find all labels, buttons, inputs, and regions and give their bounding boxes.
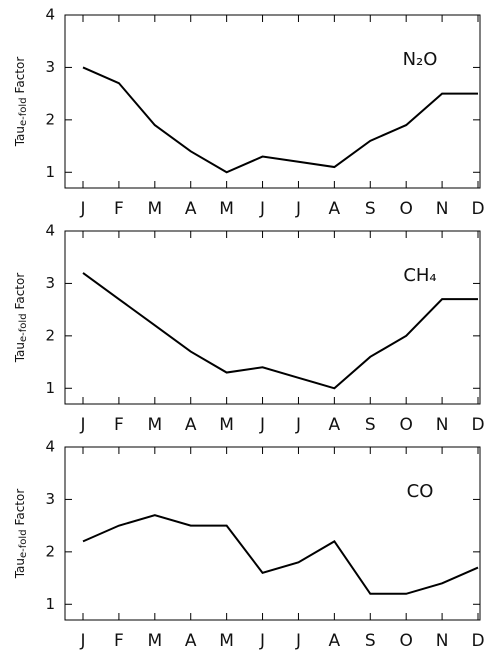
x-tick-label: J: [295, 199, 301, 219]
y-axis-label: Taue-fold Factor: [13, 489, 30, 580]
x-tick-label: S: [365, 631, 376, 651]
x-tick-label: J: [259, 415, 265, 435]
x-tick-label: J: [295, 415, 301, 435]
y-axis-label-part: e-fold: [18, 529, 29, 558]
x-tick-label: S: [365, 199, 376, 219]
plot-frame: [64, 14, 481, 189]
y-axis-label-part: Tau: [13, 558, 27, 579]
y-tick-label: 4: [45, 6, 55, 24]
x-tick-label: M: [219, 199, 234, 219]
y-tick-label: 2: [45, 110, 55, 128]
annotation: CH₄: [403, 265, 436, 286]
annotation: N₂O: [403, 49, 438, 70]
y-tick-label: 4: [45, 222, 55, 240]
y-tick-label: 1: [45, 595, 55, 613]
y-tick-label: 2: [45, 542, 55, 560]
y-axis-label-part: e-fold: [18, 313, 29, 342]
x-tick-label: M: [219, 631, 234, 651]
y-tick-label: 1: [45, 379, 55, 397]
y-axis-label-part: Factor: [13, 273, 27, 310]
y-axis-label: Taue-fold Factor: [13, 273, 30, 364]
x-tick-label: S: [365, 415, 376, 435]
x-tick-label: M: [147, 415, 162, 435]
x-tick-label: M: [147, 631, 162, 651]
x-tick-label: O: [399, 631, 412, 651]
x-tick-label: A: [329, 631, 341, 651]
y-axis-label-part: Factor: [13, 489, 27, 526]
x-tick-label: J: [79, 631, 85, 651]
y-tick-label: 2: [45, 326, 55, 344]
annotation: CO: [407, 481, 434, 502]
x-tick-label: J: [295, 631, 301, 651]
y-axis-label: Taue-fold Factor: [13, 57, 30, 148]
y-tick-label: 4: [45, 438, 55, 456]
y-tick-label: 1: [45, 163, 55, 181]
data-line: [82, 272, 478, 390]
x-tick-label: N: [436, 631, 449, 651]
y-tick-label: 3: [45, 490, 55, 508]
x-tick-label: J: [79, 199, 85, 219]
data-line: [82, 66, 478, 174]
x-tick-label: F: [114, 415, 124, 435]
x-tick-label: D: [471, 199, 484, 219]
x-tick-label: J: [79, 415, 85, 435]
x-tick-label: M: [147, 199, 162, 219]
x-tick-label: A: [185, 199, 197, 219]
y-tick-label: 3: [45, 274, 55, 292]
x-tick-label: A: [329, 199, 341, 219]
x-tick-label: J: [259, 199, 265, 219]
y-tick-label: 3: [45, 58, 55, 76]
x-tick-label: A: [329, 415, 341, 435]
x-tick-label: F: [114, 631, 124, 651]
x-tick-label: M: [219, 415, 234, 435]
x-tick-label: D: [471, 415, 484, 435]
x-tick-label: A: [185, 415, 197, 435]
plot-frame: [64, 230, 481, 405]
x-tick-label: J: [259, 631, 265, 651]
x-tick-label: O: [399, 199, 412, 219]
y-axis-label-part: e-fold: [18, 97, 29, 126]
y-axis-label-part: Factor: [13, 57, 27, 94]
x-tick-label: N: [436, 415, 449, 435]
x-tick-label: D: [471, 631, 484, 651]
x-tick-label: N: [436, 199, 449, 219]
plot-frame: [64, 446, 481, 621]
data-line: [82, 514, 479, 595]
y-axis-label-part: Tau: [13, 126, 27, 147]
x-tick-label: F: [114, 199, 124, 219]
y-axis-label-part: Tau: [13, 342, 27, 363]
x-tick-label: A: [185, 631, 197, 651]
x-tick-label: O: [399, 415, 412, 435]
